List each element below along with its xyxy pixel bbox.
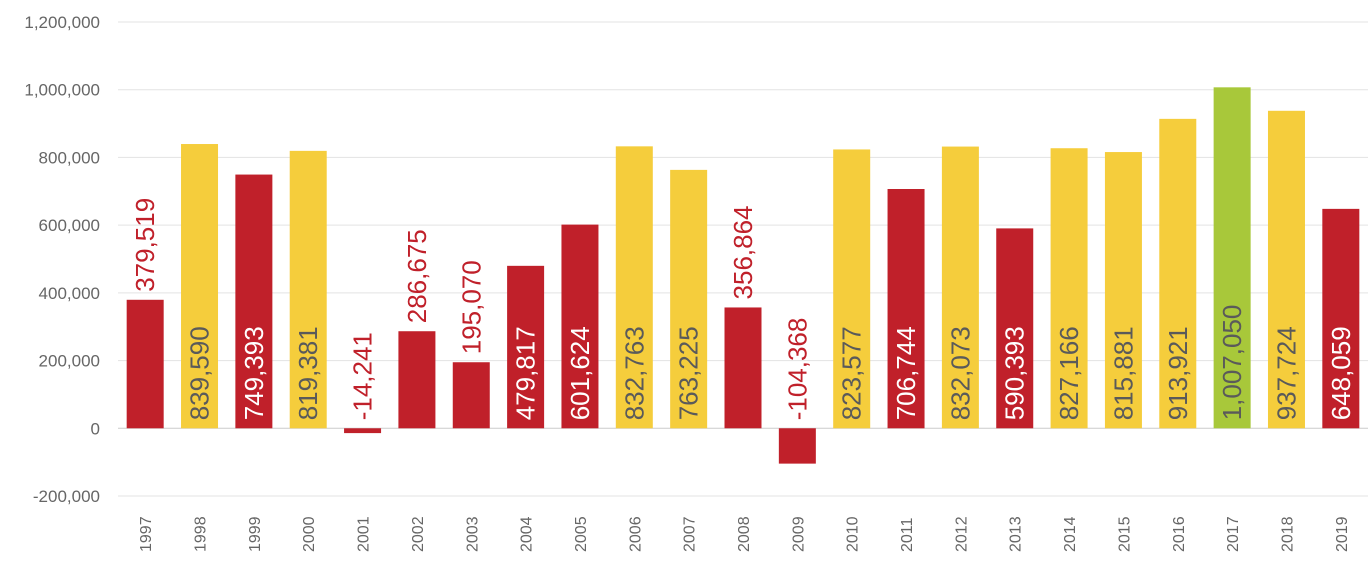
y-tick-label: 0 (91, 419, 100, 438)
x-tick-label: 2008 (736, 516, 753, 552)
bar-2009 (778, 428, 816, 464)
x-tick-label: 2017 (1225, 516, 1242, 552)
bar-2011 (887, 189, 925, 429)
y-tick-label: 600,000 (39, 216, 100, 235)
x-tick-label: 2014 (1062, 516, 1079, 552)
y-tick-label: -200,000 (33, 487, 100, 506)
bar-2005 (561, 224, 599, 429)
data-label: 601,624 (565, 326, 595, 420)
y-tick-label: 200,000 (39, 352, 100, 371)
data-labels: 379,519 839,590 749,393 819,381 -14,241 286,6… (130, 198, 1356, 420)
x-tick-label: 2004 (519, 516, 536, 552)
bar-2018 (1267, 110, 1305, 429)
x-tick-label: 1997 (138, 516, 155, 552)
x-tick-label: 2010 (845, 516, 862, 552)
x-tick-label: 2007 (682, 516, 699, 552)
x-tick-label: 2016 (1171, 516, 1188, 552)
bar-2016 (1159, 118, 1197, 429)
y-tick-label: 400,000 (39, 284, 100, 303)
data-label: 648,059 (1326, 326, 1356, 420)
data-label: 379,519 (130, 198, 160, 292)
data-label: 356,864 (728, 205, 758, 299)
x-tick-label: 2003 (464, 516, 481, 552)
data-label: 839,590 (185, 326, 215, 420)
data-label: 937,724 (1271, 326, 1301, 420)
data-label: 827,166 (1054, 326, 1084, 420)
x-tick-label: 2005 (573, 516, 590, 552)
x-tick-label: 2001 (356, 516, 373, 552)
x-tick-label: 2015 (1116, 516, 1133, 552)
x-tick-label: 2009 (790, 516, 807, 552)
x-axis: 1997 1998 1999 2000 2001 2002 2003 2004 2005 2006… (138, 516, 1351, 552)
bar-2013 (996, 228, 1034, 429)
bar-2004 (507, 265, 545, 429)
bar-2019 (1322, 208, 1360, 429)
data-label: 286,675 (402, 229, 432, 323)
bar-1999 (235, 174, 273, 429)
bar-2010 (833, 149, 871, 429)
x-tick-label: 2002 (410, 516, 427, 552)
x-tick-label: 2006 (627, 516, 644, 552)
x-tick-label: 2019 (1334, 516, 1351, 552)
bar-2002 (398, 331, 436, 429)
x-tick-label: 2011 (899, 517, 916, 552)
bar-2007 (670, 169, 708, 429)
data-label: 815,881 (1108, 326, 1138, 420)
bar-2014 (1050, 148, 1088, 429)
y-tick-label: 1,000,000 (24, 81, 100, 100)
x-tick-label: 2000 (301, 516, 318, 552)
bar-2003 (452, 362, 490, 429)
y-tick-label: 800,000 (39, 148, 100, 167)
x-tick-label: 2012 (953, 516, 970, 552)
bar-1998 (181, 144, 219, 429)
y-axis: -200,000 0 200,000 400,000 600,000 800,000 1,0… (24, 13, 100, 506)
data-label: 590,393 (1000, 326, 1030, 420)
x-tick-label: 1998 (193, 516, 210, 552)
data-label: 819,381 (293, 326, 323, 420)
bars (126, 87, 1360, 464)
data-label: 749,393 (239, 326, 269, 420)
data-label: -14,241 (348, 332, 378, 420)
bar-1997 (126, 299, 164, 429)
data-label: 479,817 (511, 326, 541, 420)
bar-2000 (289, 150, 327, 429)
data-label: 195,070 (456, 260, 486, 354)
data-label: 913,921 (1163, 326, 1193, 420)
bar-2008 (724, 307, 762, 429)
x-tick-label: 2018 (1279, 516, 1296, 552)
data-label: 706,744 (891, 326, 921, 420)
x-tick-label: 2013 (1008, 516, 1025, 552)
data-label: 763,225 (674, 326, 704, 420)
data-label: 832,763 (619, 326, 649, 420)
data-label: 1,007,050 (1217, 305, 1247, 421)
bar-2001 (344, 428, 382, 434)
bar-2017 (1213, 87, 1251, 429)
bar-2006 (615, 146, 653, 429)
data-label: -104,368 (782, 318, 812, 421)
bar-2015 (1104, 152, 1142, 429)
data-label: 832,073 (945, 326, 975, 420)
x-tick-label: 1999 (247, 516, 264, 552)
y-tick-label: 1,200,000 (24, 13, 100, 32)
data-label: 823,577 (837, 326, 867, 420)
bar-2012 (941, 146, 979, 429)
